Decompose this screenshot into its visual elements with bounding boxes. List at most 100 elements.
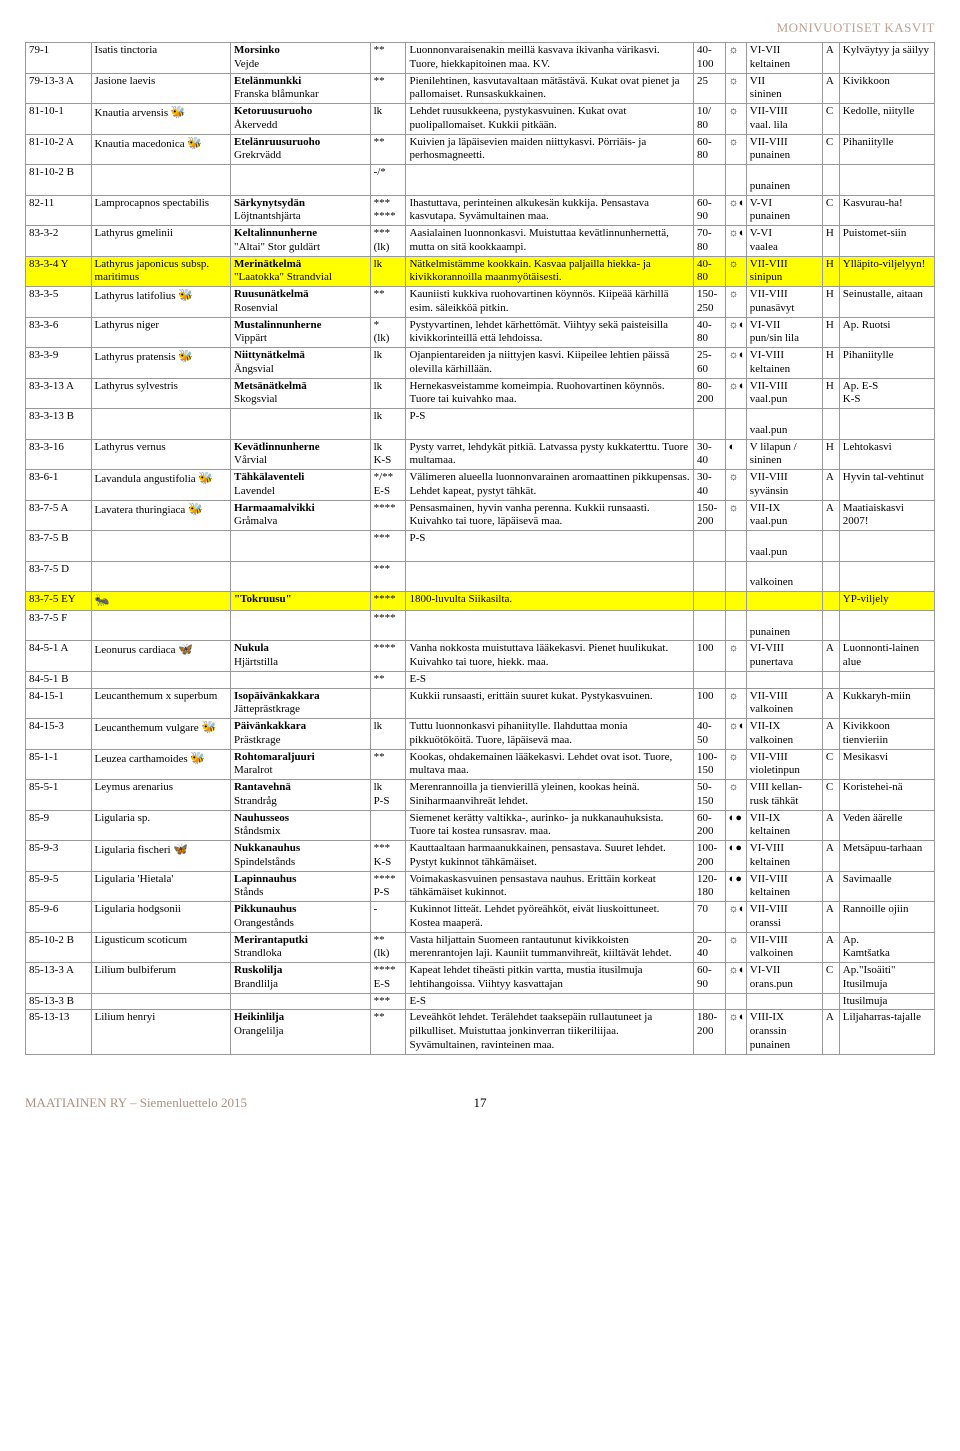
cell-zone: C (822, 749, 839, 780)
cell-desc: Pienilehtinen, kasvutavaltaan mätästävä.… (406, 73, 693, 104)
cell-zone (822, 671, 839, 688)
cell-name: HarmaamalvikkiGråmalva (231, 500, 371, 531)
cell-zone: A (822, 902, 839, 933)
cell-sun: ☼ (725, 134, 746, 165)
cell-latin: Ligularia 'Hietala' (91, 871, 231, 902)
cell-desc: Hernekasveistamme komeimpia. Ruohovartin… (406, 378, 693, 409)
cell-code: 84-5-1 B (26, 671, 92, 688)
cell-latin (91, 409, 231, 440)
cell-stars: ******* (370, 195, 406, 226)
cell-sun (725, 592, 746, 611)
cell-height: 25-60 (693, 348, 725, 379)
cell-height (693, 409, 725, 440)
cell-height (693, 165, 725, 196)
cell-code: 83-7-5 B (26, 531, 92, 562)
table-row: 79-13-3 AJasione laevisEtelänmunkkiFrans… (26, 73, 935, 104)
cell-name: RantavehnäStrandråg (231, 780, 371, 811)
cell-name: Merinätkelmä"Laatokka" Strandvial (231, 256, 371, 287)
cell-stars: */**E-S (370, 470, 406, 501)
cell-latin: Leucanthemum vulgare 🐝 (91, 719, 231, 750)
cell-stars: **** (370, 592, 406, 611)
cell-code: 79-1 (26, 43, 92, 74)
cell-desc (406, 165, 693, 196)
cell-note: Luonnonti-lainen alue (839, 641, 934, 672)
cell-sun: ☼◐ (725, 963, 746, 994)
cell-code: 83-3-6 (26, 317, 92, 348)
cell-latin: Knautia arvensis 🐝 (91, 104, 231, 135)
cell-code: 85-13-3 B (26, 993, 92, 1010)
cell-zone (822, 409, 839, 440)
cell-note: Veden äärelle (839, 810, 934, 841)
cell-sun: ☼ (725, 73, 746, 104)
cell-code: 84-15-3 (26, 719, 92, 750)
table-row: 83-6-1Lavandula angustifolia 🐝Tähkälaven… (26, 470, 935, 501)
cell-stars: lk (370, 409, 406, 440)
table-row: 82-11Lamprocapnos spectabilisSärkynytsyd… (26, 195, 935, 226)
cell-name: RuusunätkelmäRosenvial (231, 287, 371, 318)
cell-zone: H (822, 348, 839, 379)
cell-note (839, 409, 934, 440)
cell-zone: C (822, 780, 839, 811)
cell-sun: ☼ (725, 43, 746, 74)
cell-code: 84-15-1 (26, 688, 92, 719)
cell-height: 100 (693, 641, 725, 672)
cell-note: Ap."Isoäiti"Itusilmuja (839, 963, 934, 994)
cell-stars: ** (370, 73, 406, 104)
cell-sun: ☼ (725, 470, 746, 501)
cell-note (839, 165, 934, 196)
cell-time: VIII-IXoranssinpunainen (746, 1010, 822, 1054)
cell-code: 85-1-1 (26, 749, 92, 780)
cell-time: V-VIpunainen (746, 195, 822, 226)
cell-stars: ** (370, 134, 406, 165)
cell-note (839, 610, 934, 641)
cell-latin: Knautia macedonica 🐝 (91, 134, 231, 165)
cell-time: V lilapun /sininen (746, 439, 822, 470)
cell-sun: ☼ (725, 932, 746, 963)
cell-zone: A (822, 932, 839, 963)
cell-sun: ☼◐ (725, 1010, 746, 1054)
cell-latin: Leymus arenarius (91, 780, 231, 811)
cell-name (231, 165, 371, 196)
cell-height: 30-40 (693, 470, 725, 501)
cell-latin: Ligusticum scoticum (91, 932, 231, 963)
cell-name: NauhusseosStåndsmix (231, 810, 371, 841)
cell-zone: A (822, 688, 839, 719)
cell-time: VII-VIIIpunasävyt (746, 287, 822, 318)
cell-note: Seinustalle, aitaan (839, 287, 934, 318)
cell-name: Keltalinnunherne"Altai" Stor guldärt (231, 226, 371, 257)
cell-latin (91, 531, 231, 562)
cell-time (746, 993, 822, 1010)
cell-code: 85-9-3 (26, 841, 92, 872)
table-row: 84-15-1Leucanthemum x superbumIsopäivänk… (26, 688, 935, 719)
cell-note: Ap.Kamtšatka (839, 932, 934, 963)
cell-latin: Ligularia sp. (91, 810, 231, 841)
cell-name (231, 531, 371, 562)
table-row: 83-7-5 D***valkoinen (26, 561, 935, 592)
cell-latin: Ligularia fischeri 🦋 (91, 841, 231, 872)
cell-time: VII-VIIIvaal.pun (746, 378, 822, 409)
cell-sun (725, 993, 746, 1010)
cell-note: Ylläpito-viljelyyn! (839, 256, 934, 287)
cell-time (746, 592, 822, 611)
table-row: 85-9Ligularia sp.NauhusseosStåndsmixSiem… (26, 810, 935, 841)
cell-name (231, 610, 371, 641)
cell-desc: E-S (406, 993, 693, 1010)
cell-time: VII-VIIIkeltainen (746, 871, 822, 902)
cell-zone: A (822, 500, 839, 531)
cell-zone: A (822, 810, 839, 841)
cell-desc: Kukkii runsaasti, erittäin suuret kukat.… (406, 688, 693, 719)
bee-icon: 🐝 (187, 136, 202, 150)
cell-note: Liljaharras-tajalle (839, 1010, 934, 1054)
cell-height (693, 561, 725, 592)
cell-stars: - (370, 902, 406, 933)
cell-code: 81-10-2 B (26, 165, 92, 196)
cell-desc: Siemenet kerätty valtikka-, aurinko- ja … (406, 810, 693, 841)
cell-height: 20-40 (693, 932, 725, 963)
cell-latin: 🐜 (91, 592, 231, 611)
table-row: 85-13-3 ALilium bulbiferumRuskoliljaBran… (26, 963, 935, 994)
cell-code: 83-6-1 (26, 470, 92, 501)
cell-sun: ☼ (725, 749, 746, 780)
cell-desc: 1800-luvulta Siikasilta. (406, 592, 693, 611)
table-row: 83-3-13 BlkP-Svaal.pun (26, 409, 935, 440)
cell-latin: Leuzea carthamoides 🐝 (91, 749, 231, 780)
